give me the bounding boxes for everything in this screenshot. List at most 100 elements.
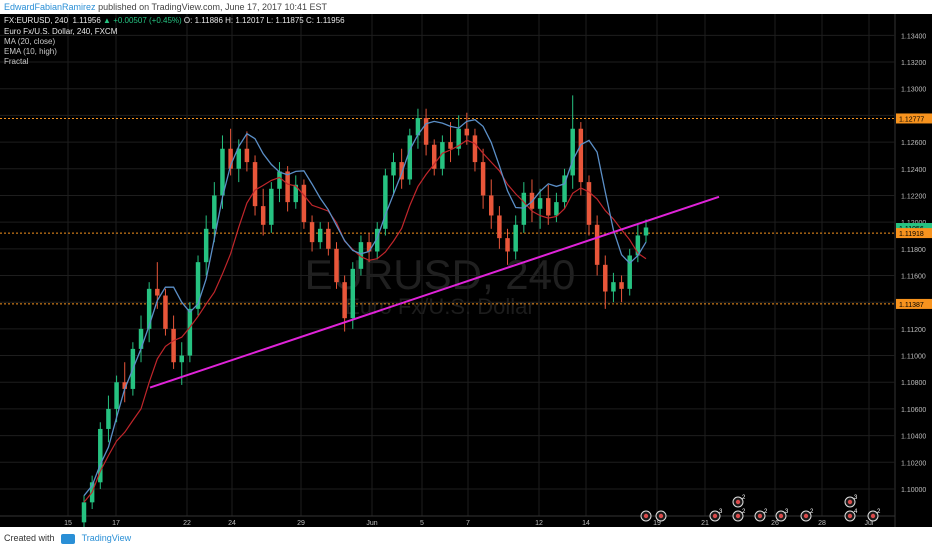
price-tick-label: 1.12200 <box>901 193 926 200</box>
tradingview-link[interactable]: TradingView <box>81 533 132 543</box>
candle-body <box>163 295 168 329</box>
candle-body <box>309 222 315 243</box>
trendline[interactable] <box>149 195 720 389</box>
candle-body <box>252 162 258 207</box>
event-count-label: 3 <box>719 509 723 515</box>
footer: Created with TradingView <box>0 527 932 550</box>
candle-body <box>423 118 429 145</box>
event-flag-dot <box>778 513 784 519</box>
price-tick-label: 1.11600 <box>901 274 926 281</box>
candle-body <box>562 175 567 203</box>
indicator-fractal[interactable]: Fractal <box>4 57 29 66</box>
chart-area[interactable]: FX:EURUSD, 240 1.11956 ▲ +0.00507 (+0.45… <box>0 14 932 527</box>
event-flag-dot <box>870 513 876 519</box>
candle-body <box>179 355 184 363</box>
indicator-ema[interactable]: EMA (10, high) <box>4 47 57 56</box>
price-tick-label: 1.12600 <box>901 140 926 147</box>
event-flag-dot <box>847 513 853 519</box>
high-value: H: 1.12017 <box>225 16 265 25</box>
candle-body <box>521 192 527 225</box>
created-with-text: Created with <box>4 533 55 543</box>
publish-info: published on TradingView.com, June 17, 2… <box>98 2 328 12</box>
event-count-label: 2 <box>877 509 881 515</box>
candle-body <box>635 235 641 256</box>
event-flag-dot <box>735 499 741 505</box>
candle-body <box>586 182 592 225</box>
price-label-text: 1.12777 <box>899 116 924 123</box>
time-tick-label: 19 <box>653 520 661 527</box>
price-tick-label: 1.11000 <box>901 354 926 361</box>
time-tick-label: 14 <box>582 520 590 527</box>
candle-body <box>317 228 323 243</box>
candle-body <box>603 264 608 292</box>
candle-body <box>578 128 584 183</box>
candle-body <box>212 195 217 229</box>
author-link[interactable]: EdwardFabianRamirez <box>4 2 96 12</box>
price-tick-label: 1.11800 <box>901 247 926 254</box>
indicator-ma[interactable]: MA (20, close) <box>4 37 56 46</box>
candle-body <box>407 135 413 180</box>
close-value: C: 1.11956 <box>305 16 345 25</box>
time-tick-label: 24 <box>228 520 236 527</box>
price-tick-label: 1.13000 <box>901 87 926 94</box>
price-label-box <box>896 113 932 124</box>
time-tick-label: 28 <box>818 520 826 527</box>
price-change: ▲ +0.00507 (+0.45%) <box>103 16 182 25</box>
time-tick-label: Jun <box>366 520 377 527</box>
candle-body <box>260 206 266 225</box>
price-tick-label: 1.13400 <box>901 33 926 40</box>
event-count-label: 3 <box>854 495 858 501</box>
price-tick-label: 1.10600 <box>901 407 926 414</box>
candle-body <box>546 198 551 216</box>
candle-body <box>244 148 250 163</box>
time-tick-label: 7 <box>466 520 470 527</box>
time-tick-label: 5 <box>420 520 424 527</box>
publish-header: EdwardFabianRamirez published on Trading… <box>0 0 932 14</box>
candle-body <box>480 162 486 196</box>
last-price: 1.11956 <box>72 16 101 25</box>
ema-10-line <box>83 119 647 497</box>
candle-body <box>106 408 111 429</box>
price-axis[interactable] <box>895 14 932 527</box>
legend: FX:EURUSD, 240 1.11956 ▲ +0.00507 (+0.45… <box>4 16 345 67</box>
time-tick-label: 26 <box>771 520 779 527</box>
event-count-label: 3 <box>785 509 789 515</box>
candle-body <box>505 238 510 252</box>
candle-body <box>464 128 470 136</box>
price-tick-label: 1.12400 <box>901 167 926 174</box>
event-flag-dot <box>712 513 718 519</box>
price-tick-label: 1.10200 <box>901 460 926 467</box>
time-tick-label: 21 <box>701 520 709 527</box>
candle-body <box>399 162 404 180</box>
ohlc-row: FX:EURUSD, 240 1.11956 ▲ +0.00507 (+0.45… <box>4 16 345 26</box>
candle-body <box>383 175 388 229</box>
price-tick-label: 1.10400 <box>901 434 926 441</box>
candle-body <box>627 255 632 289</box>
price-chart[interactable]: 1.134001.132001.130001.128001.126001.124… <box>0 14 932 527</box>
price-label-box <box>896 298 932 309</box>
candle-body <box>334 248 339 283</box>
candle-body <box>122 382 127 389</box>
candle-body <box>138 328 144 349</box>
time-tick-label: 29 <box>297 520 305 527</box>
candle-body <box>431 144 437 169</box>
candle-body <box>611 282 616 292</box>
candle-body <box>277 171 282 189</box>
candle-body <box>448 142 453 149</box>
candle-body <box>187 308 193 356</box>
series-title: Euro Fx/U.S. Dollar, 240, FXCM <box>4 27 118 36</box>
candle-body <box>195 262 201 309</box>
candle-body <box>269 188 274 225</box>
candle-body <box>594 224 600 265</box>
candle-body <box>114 382 119 409</box>
event-flag-dot <box>643 513 649 519</box>
candle-body <box>440 142 445 169</box>
candle-body <box>326 228 331 249</box>
candle-body <box>570 128 575 176</box>
candle-body <box>171 328 176 363</box>
candle-body <box>155 288 160 296</box>
price-label-text: 1.11918 <box>899 231 924 238</box>
candle-body <box>358 242 364 269</box>
time-tick-label: 17 <box>112 520 120 527</box>
candle-body <box>489 195 494 216</box>
